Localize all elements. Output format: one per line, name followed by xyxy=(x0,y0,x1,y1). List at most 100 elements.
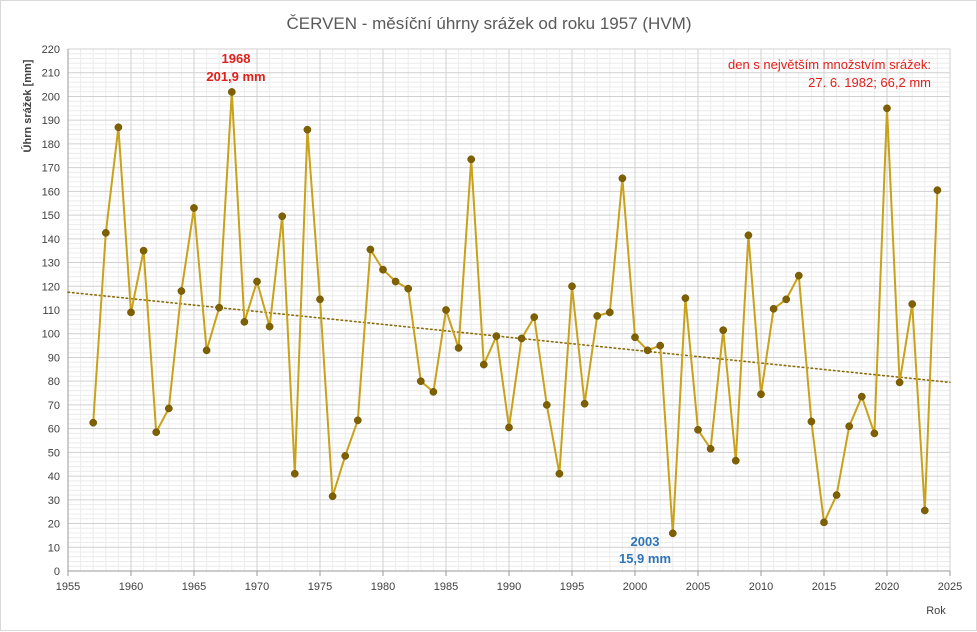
x-tick-label: 1970 xyxy=(245,581,269,593)
data-point xyxy=(479,360,488,369)
x-tick-label: 2000 xyxy=(623,581,647,593)
x-tick-label: 1980 xyxy=(371,581,395,593)
data-point xyxy=(832,491,841,499)
y-tick-label: 70 xyxy=(48,400,60,412)
data-point xyxy=(353,416,362,425)
data-point xyxy=(429,388,438,396)
data-point xyxy=(164,404,173,413)
data-point xyxy=(253,277,261,286)
y-tick-label: 210 xyxy=(42,68,60,80)
data-point xyxy=(895,378,904,387)
y-tick-labels: 0 10 20 30 40 50 60 70 80 90 100 110 120 130 140 150 160… xyxy=(42,44,60,578)
data-point xyxy=(404,284,413,293)
data-point xyxy=(794,271,803,280)
data-point xyxy=(505,423,513,432)
data-point xyxy=(240,318,249,326)
y-axis-label: Úhrn srážek [mm] xyxy=(21,59,34,152)
data-point xyxy=(845,422,854,431)
x-tick-label: 1975 xyxy=(308,581,332,593)
data-point xyxy=(127,308,135,317)
data-point xyxy=(391,277,400,286)
y-tick-label: 100 xyxy=(42,329,60,341)
y-tick-label: 180 xyxy=(42,139,60,151)
data-point xyxy=(416,377,425,386)
data-point xyxy=(542,401,551,409)
data-point xyxy=(920,506,929,515)
x-tick-label: 2020 xyxy=(875,581,899,593)
data-point xyxy=(379,265,387,274)
data-point xyxy=(719,326,728,335)
y-tick-label: 20 xyxy=(48,519,60,531)
min-value-label: 15,9 mm xyxy=(619,551,671,566)
max-value-label: 201,9 mm xyxy=(206,69,265,84)
data-point xyxy=(366,245,375,254)
data-point xyxy=(555,469,564,478)
y-tick-label: 130 xyxy=(42,258,60,270)
data-point xyxy=(857,392,866,401)
y-tick-label: 220 xyxy=(42,44,60,56)
data-point xyxy=(202,346,211,355)
data-point xyxy=(631,333,639,342)
data-point xyxy=(870,429,879,438)
y-tick-label: 150 xyxy=(42,210,60,222)
y-tick-label: 50 xyxy=(48,447,60,459)
data-point xyxy=(177,287,186,295)
data-point xyxy=(303,125,312,134)
y-tick-label: 0 xyxy=(54,566,60,578)
trendline xyxy=(67,291,951,384)
data-point xyxy=(706,444,715,453)
data-point xyxy=(328,492,337,501)
data-point xyxy=(618,174,627,183)
max-day-note-line1: den s největším množstvím srážek: xyxy=(728,57,931,72)
y-tick-label: 140 xyxy=(42,234,60,246)
x-tick-label: 1995 xyxy=(560,581,584,593)
major-gridlines xyxy=(67,48,951,572)
y-tick-label: 170 xyxy=(42,163,60,175)
data-point xyxy=(744,231,753,240)
data-point xyxy=(290,469,299,478)
series-line xyxy=(92,90,939,535)
y-tick-label: 120 xyxy=(42,281,60,293)
data-point xyxy=(807,417,816,426)
data-series xyxy=(89,88,942,538)
data-point xyxy=(580,399,589,408)
data-point xyxy=(139,246,148,255)
data-point xyxy=(933,186,942,195)
data-point xyxy=(316,295,324,304)
data-point xyxy=(820,518,828,527)
data-point xyxy=(454,344,463,352)
data-point xyxy=(681,294,690,302)
data-point xyxy=(769,304,778,313)
y-tick-label: 90 xyxy=(48,352,60,364)
x-tick-label: 1965 xyxy=(182,581,206,593)
data-point xyxy=(757,390,765,399)
data-point xyxy=(593,312,602,320)
x-tick-label: 1990 xyxy=(497,581,521,593)
data-point xyxy=(492,332,501,340)
data-point xyxy=(278,212,287,221)
x-axis-label: Rok xyxy=(926,605,946,617)
data-point xyxy=(668,529,677,538)
min-year-label: 2003 xyxy=(631,534,660,549)
y-tick-label: 10 xyxy=(48,542,60,554)
x-tick-label: 2025 xyxy=(938,581,962,593)
data-point xyxy=(190,204,198,212)
x-tick-label: 2005 xyxy=(686,581,710,593)
data-point xyxy=(114,123,123,132)
data-point xyxy=(643,346,652,355)
data-point xyxy=(694,425,702,434)
data-point xyxy=(341,452,350,460)
annotations: 1968 201,9 mm 2003 15,9 mm den s největš… xyxy=(206,51,931,566)
x-tick-label: 1955 xyxy=(56,581,80,593)
data-point xyxy=(530,313,539,321)
data-point xyxy=(605,308,614,317)
data-point xyxy=(568,282,576,291)
data-point xyxy=(442,306,450,314)
max-year-label: 1968 xyxy=(222,51,251,66)
y-tick-label: 200 xyxy=(42,91,60,103)
x-tick-label: 2010 xyxy=(749,581,773,593)
data-point xyxy=(467,155,476,164)
data-point xyxy=(782,295,791,304)
